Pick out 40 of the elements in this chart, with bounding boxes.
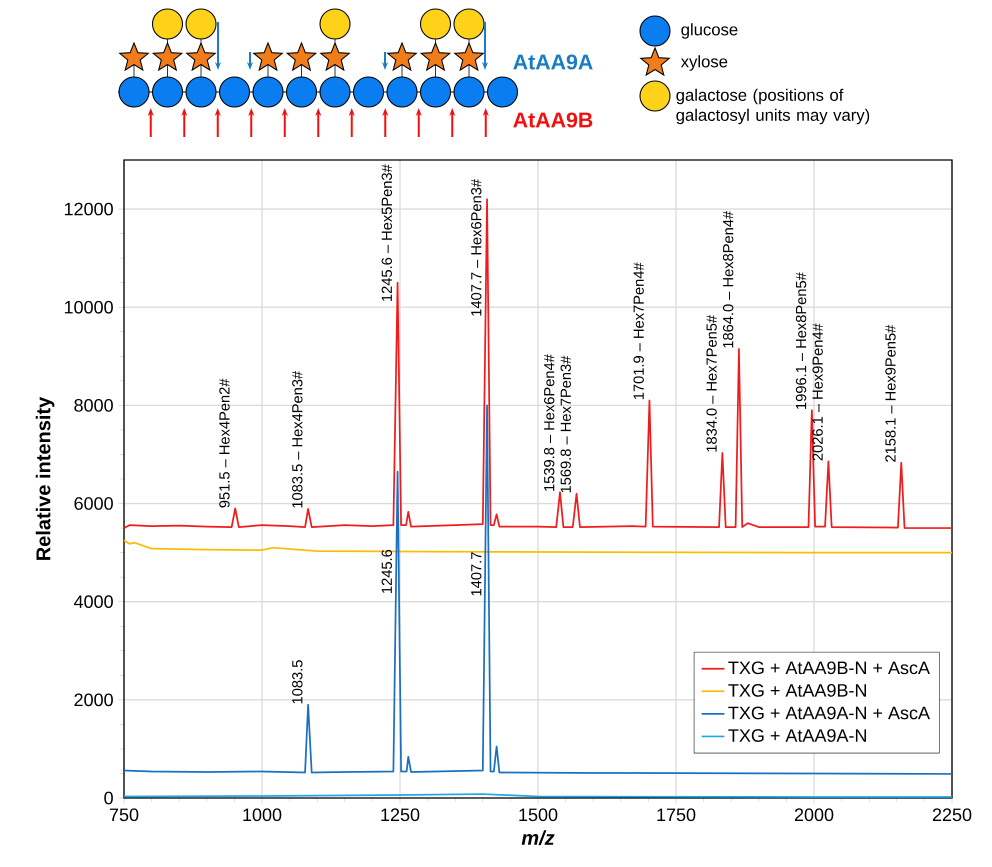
- annotation: 1864.0 – Hex8Pen4#: [722, 210, 734, 348]
- x-tick-label: 2250: [932, 808, 972, 822]
- legend-label: TXG + AtAA9B-N: [728, 684, 866, 697]
- x-tick-label: 1500: [519, 808, 558, 822]
- y-tick-label: 8000: [74, 399, 113, 412]
- y-tick-label: 6000: [74, 497, 113, 510]
- text: galactose (positions of galactosyl units may vary): [676, 88, 870, 124]
- legend-label: TXG + AtAA9A-N: [728, 729, 866, 742]
- x-tick-label: 750: [110, 808, 138, 822]
- x-axis-title: m/z: [522, 830, 555, 846]
- annotation: 1701.9 – Hex7Pen4#: [633, 262, 644, 400]
- text: glucose: [681, 23, 738, 39]
- annotation: 1539.8 – Hex6Pen4#: [544, 354, 554, 491]
- annotation: 1996.1 – Hex8Pen5#: [796, 272, 806, 409]
- annotation: 2026.1 – Hex9Pen4#: [812, 323, 823, 460]
- annotation: 1407.7: [471, 552, 482, 596]
- text: AtAA9A: [513, 54, 593, 70]
- y-axis-title: Relative intensity: [36, 396, 54, 560]
- annotation: 1245.6: [382, 550, 392, 593]
- annotation: 1245.6 – Hex5Pen3#: [382, 164, 392, 301]
- text: xylose: [680, 55, 728, 71]
- x-tick-label: 1750: [657, 808, 696, 822]
- y-tick-label: 12000: [64, 202, 113, 216]
- annotation: 1834.0 – Hex7Pen5#: [706, 315, 717, 452]
- legend-label: TXG + AtAA9A-N + AscA: [728, 706, 930, 720]
- annotation: 1569.8 – Hex7Pen3#: [560, 356, 571, 492]
- annotation: 951.5 – Hex4Pen2#: [219, 378, 230, 508]
- annotation: 1083.5 – Hex4Pen3#: [292, 370, 302, 508]
- x-tick-label: 2000: [794, 808, 834, 822]
- y-tick-label: 2000: [74, 693, 113, 706]
- x-tick-label: 1000: [243, 808, 282, 822]
- y-tick-label: 0: [104, 792, 113, 804]
- x-tick-label: 1250: [381, 808, 420, 822]
- y-tick-label: 4000: [74, 595, 113, 608]
- annotation: 2158.1 – Hex9Pen5#: [885, 324, 896, 462]
- annotation: 1407.7 – Hex6Pen3#: [471, 179, 482, 316]
- text: AtAA9B: [513, 112, 592, 128]
- annotation: 1083.5: [292, 660, 302, 704]
- y-tick-label: 10000: [64, 300, 113, 314]
- legend-label: TXG + AtAA9B-N + AscA: [728, 661, 930, 674]
